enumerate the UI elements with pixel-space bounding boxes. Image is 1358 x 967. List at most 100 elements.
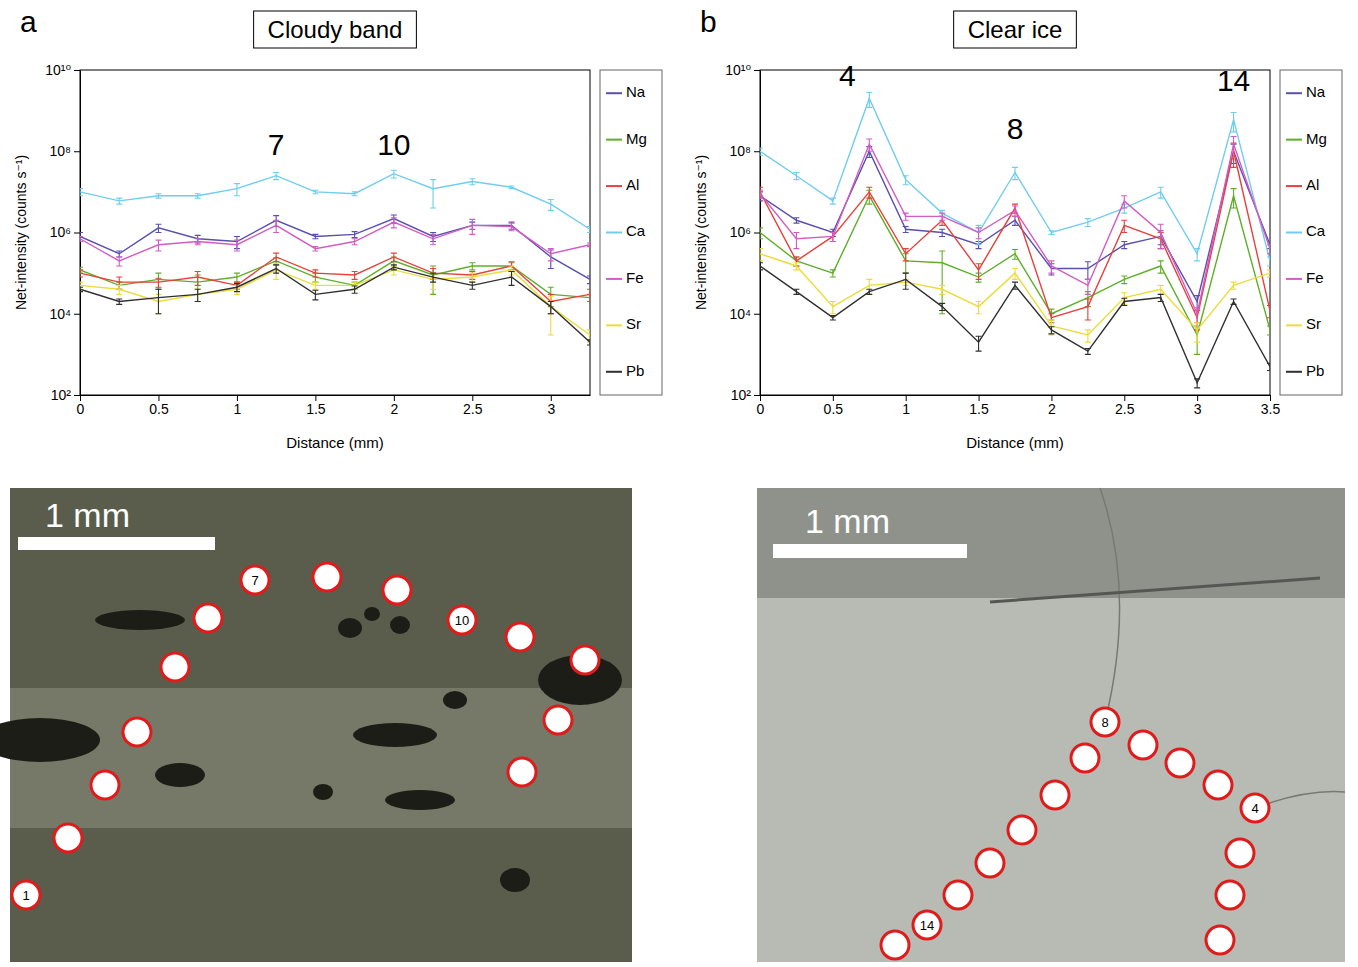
bubble <box>338 618 362 638</box>
error-bar <box>195 271 201 285</box>
sample-marker <box>383 576 411 604</box>
x-tick: 3.5 <box>1261 395 1281 417</box>
x-tick-label: 2.5 <box>1115 401 1135 417</box>
sample-marker <box>1206 926 1234 954</box>
sample-marker <box>1166 749 1194 777</box>
error-bar <box>469 219 475 234</box>
error-bar <box>976 225 982 244</box>
x-tick-label: 0.5 <box>824 401 844 417</box>
sample-marker <box>544 706 572 734</box>
x-tick: 1.5 <box>969 395 989 417</box>
y-tick-label: 10¹⁰ <box>45 62 71 78</box>
figure: 00.511.522.5310²10⁴10⁶10⁸10¹⁰Distance (m… <box>0 0 1358 967</box>
x-axis-line <box>81 395 591 396</box>
series-line <box>760 151 1270 317</box>
legend-swatch <box>606 92 622 94</box>
sample-marker <box>448 606 476 634</box>
chart-panel: 00.511.522.5310²10⁴10⁶10⁸10¹⁰Distance (m… <box>13 5 662 451</box>
sample-marker <box>241 566 269 594</box>
plot-frame <box>760 70 1270 395</box>
error-bar <box>976 228 982 239</box>
error-bar <box>976 302 982 314</box>
x-tick: 0 <box>77 395 85 417</box>
bubble <box>95 610 185 630</box>
sample-marker <box>976 849 1004 877</box>
sample-marker <box>1071 744 1099 772</box>
y-tick: 10² <box>51 387 80 403</box>
bubble <box>0 718 100 762</box>
sample-marker <box>1216 881 1244 909</box>
bubble <box>364 607 380 621</box>
micrograph: 1 mm1710 <box>0 488 632 962</box>
micrograph: 1 mm4814 <box>757 488 1345 962</box>
error-bar <box>1194 323 1200 342</box>
legend: NaMgAlCaFeSrPb <box>1280 70 1342 395</box>
series-line <box>80 219 590 280</box>
y-tick-mark <box>74 314 80 315</box>
legend-label: Ca <box>626 222 646 239</box>
error-bar <box>430 234 436 244</box>
y-tick-mark <box>754 395 760 396</box>
legend-label: Al <box>626 176 639 193</box>
annotation: 4 <box>839 59 856 92</box>
needle <box>990 578 1320 602</box>
legend-label: Fe <box>626 269 644 286</box>
error-bar <box>234 240 240 251</box>
y-tick-label: 10² <box>731 387 752 403</box>
sample-marker <box>313 563 341 591</box>
x-tick-label: 1.5 <box>306 401 326 417</box>
sample-marker <box>571 646 599 674</box>
x-tick: 2 <box>390 395 398 417</box>
x-tick-label: 0.5 <box>149 401 169 417</box>
y-tick-mark <box>754 233 760 234</box>
x-tick-label: 0 <box>757 401 765 417</box>
sample-marker <box>508 758 536 786</box>
sample-marker <box>12 881 40 909</box>
error-bar <box>548 296 554 335</box>
annotation: 8 <box>1007 112 1024 145</box>
sample-marker <box>1091 708 1119 736</box>
bubble <box>353 723 437 747</box>
series-line <box>760 98 1270 261</box>
y-tick-label: 10⁴ <box>729 306 751 322</box>
sample-marker <box>1226 839 1254 867</box>
legend-label: Pb <box>626 362 644 379</box>
annotation: 10 <box>377 128 410 161</box>
sample-marker <box>54 824 82 852</box>
sample-marker <box>1204 771 1232 799</box>
x-tick-label: 3.5 <box>1261 401 1281 417</box>
image-band <box>10 688 632 828</box>
scale-bar-label: 1 mm <box>805 502 890 540</box>
sample-marker <box>1008 816 1036 844</box>
x-axis-line <box>761 395 1271 396</box>
x-tick-label: 1 <box>902 401 910 417</box>
legend-label: Na <box>1306 83 1326 100</box>
x-axis-title: Distance (mm) <box>966 434 1064 451</box>
y-tick: 10² <box>731 387 760 403</box>
annotation: 14 <box>1217 64 1250 97</box>
image-background <box>10 488 632 962</box>
panel-letter: b <box>700 5 717 38</box>
bubble <box>385 790 455 810</box>
y-tick-label: 10⁶ <box>50 224 71 240</box>
legend-swatch <box>606 324 622 326</box>
y-tick-mark <box>74 395 80 396</box>
legend-box <box>600 70 662 395</box>
series-line <box>80 174 590 230</box>
y-tick-label: 10² <box>51 387 72 403</box>
legend-swatch <box>606 185 622 187</box>
sample-marker <box>944 881 972 909</box>
y-axis: 10²10⁴10⁶10⁸10¹⁰ <box>725 62 760 403</box>
legend-label: Ca <box>1306 222 1326 239</box>
series-line <box>80 270 590 335</box>
x-tick: 2 <box>1048 395 1056 417</box>
legend-label: Pb <box>1306 362 1324 379</box>
series-line <box>760 254 1270 335</box>
legend-label: Fe <box>1306 269 1324 286</box>
legend-swatch <box>1286 278 1302 280</box>
x-tick: 1.5 <box>306 395 326 417</box>
y-tick-label: 10¹⁰ <box>725 62 751 78</box>
x-tick: 0 <box>757 395 765 417</box>
y-tick-mark <box>74 70 80 71</box>
sample-marker <box>1241 794 1269 822</box>
